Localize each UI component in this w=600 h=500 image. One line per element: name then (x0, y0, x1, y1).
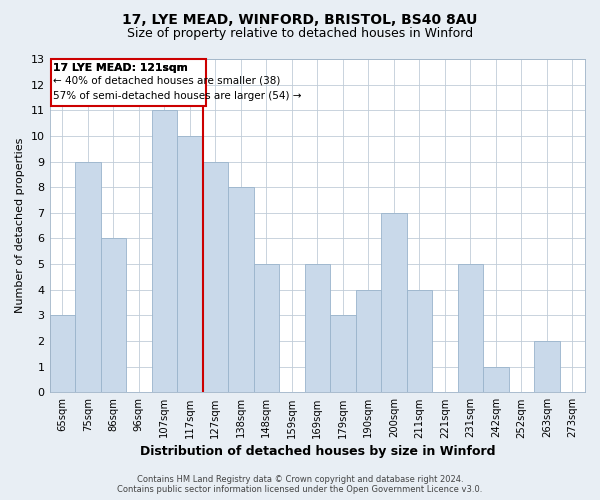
Bar (305, 264, 330, 392)
FancyBboxPatch shape (51, 59, 206, 106)
Bar (203, 162, 228, 392)
Text: 17, LYE MEAD, WINFORD, BRISTOL, BS40 8AU: 17, LYE MEAD, WINFORD, BRISTOL, BS40 8AU (122, 12, 478, 26)
Bar (152, 110, 177, 392)
Bar (177, 136, 203, 392)
Text: ← 40% of detached houses are smaller (38): ← 40% of detached houses are smaller (38… (53, 76, 281, 86)
Bar (330, 316, 356, 392)
Bar (483, 366, 509, 392)
Text: Contains HM Land Registry data © Crown copyright and database right 2024.
Contai: Contains HM Land Registry data © Crown c… (118, 474, 482, 494)
Bar (534, 341, 560, 392)
Bar (101, 238, 126, 392)
Bar (458, 264, 483, 392)
Bar (254, 264, 279, 392)
Bar (356, 290, 381, 392)
Bar (407, 290, 432, 392)
Bar (381, 213, 407, 392)
Text: 57% of semi-detached houses are larger (54) →: 57% of semi-detached houses are larger (… (53, 91, 302, 101)
Bar (75, 162, 101, 392)
Bar (50, 316, 75, 392)
Text: 17 LYE MEAD: 121sqm: 17 LYE MEAD: 121sqm (53, 63, 188, 73)
Bar (228, 187, 254, 392)
Text: 17 LYE MEAD: 121sqm: 17 LYE MEAD: 121sqm (53, 63, 188, 73)
Text: Size of property relative to detached houses in Winford: Size of property relative to detached ho… (127, 28, 473, 40)
X-axis label: Distribution of detached houses by size in Winford: Distribution of detached houses by size … (140, 444, 495, 458)
Y-axis label: Number of detached properties: Number of detached properties (15, 138, 25, 314)
